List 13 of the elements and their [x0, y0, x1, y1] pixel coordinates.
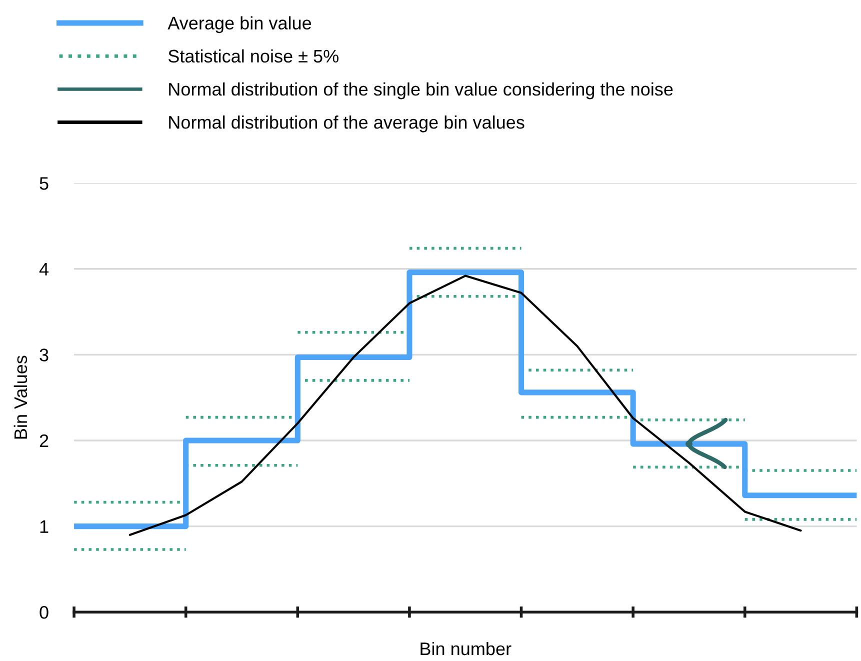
legend-label: Normal distribution of the single bin value considering the noise [169, 82, 673, 100]
y-tick-label: 0 [40, 606, 48, 619]
y-tick-label: 4 [39, 263, 49, 276]
line-series [128, 274, 802, 536]
legend-label: Normal distribution of the average bin values [169, 115, 524, 132]
y-tick-label: 5 [40, 177, 48, 190]
y-axis-title: Bin Values [14, 356, 28, 439]
legend-label: Statistical noise ± 5% [168, 49, 338, 63]
x-axis-title: Bin number [420, 642, 512, 656]
y-tick-label: 1 [40, 520, 48, 533]
legend-label: Average bin value [168, 16, 312, 34]
y-tick-label: 2 [40, 434, 48, 448]
y-tick-label: 3 [40, 348, 48, 362]
